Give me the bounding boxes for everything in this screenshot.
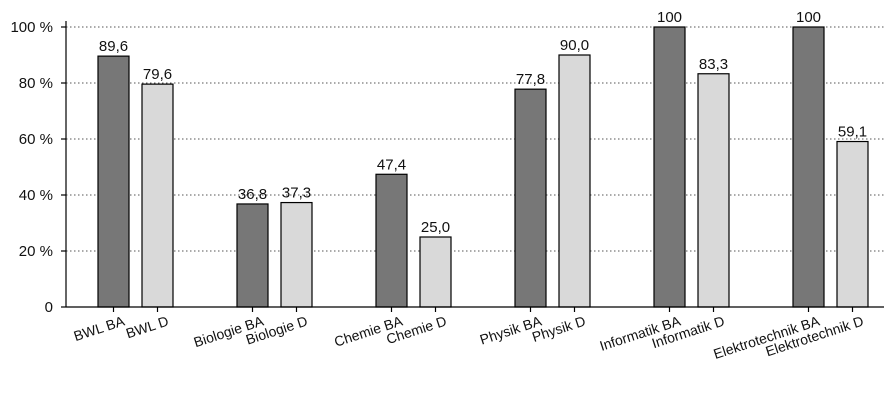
labels: 0 20 % 40 % 60 % 80 % 100 % 89,6 BWL BA 79,6 BWL … (10, 9, 867, 362)
data-label: 37,3 (282, 185, 311, 202)
bars (97, 26, 869, 308)
data-label: 47,4 (377, 156, 406, 173)
bar (97, 55, 130, 308)
x-category-label: BWL BA (72, 312, 127, 344)
bar (236, 203, 269, 308)
y-tick-label: 20 % (19, 243, 53, 260)
y-tick-label: 60 % (19, 131, 53, 148)
y-tick-label: 40 % (19, 187, 53, 204)
data-label: 100 (796, 9, 821, 26)
data-label: 89,6 (99, 38, 128, 55)
data-label: 100 (657, 9, 682, 26)
grid-lines (66, 26, 884, 252)
x-category-label: BWL D (124, 313, 171, 342)
bar (558, 54, 591, 308)
bar (514, 88, 547, 308)
bar (141, 83, 174, 308)
data-label: 79,6 (143, 66, 172, 83)
axes (61, 21, 884, 312)
data-label: 90,0 (560, 37, 589, 54)
data-label: 59,1 (838, 124, 867, 141)
bar (653, 26, 686, 308)
data-label: 77,8 (516, 71, 545, 88)
bar (280, 201, 313, 308)
data-label: 83,3 (699, 56, 728, 73)
bar (697, 73, 730, 308)
y-tick-label: 80 % (19, 75, 53, 92)
bar (375, 173, 408, 308)
data-label: 36,8 (238, 186, 267, 203)
bar (419, 236, 452, 308)
data-label: 25,0 (421, 219, 450, 236)
bar (836, 140, 869, 308)
y-tick-label: 0 (45, 299, 53, 316)
bar (792, 26, 825, 308)
y-tick-label: 100 % (10, 19, 53, 36)
